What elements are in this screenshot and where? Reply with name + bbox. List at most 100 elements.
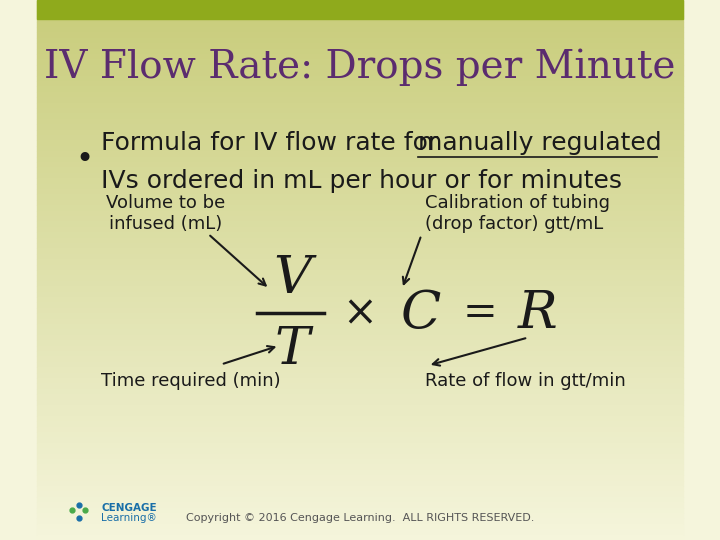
Text: Learning®: Learning® xyxy=(102,514,157,523)
Bar xyxy=(37,448,683,454)
Bar xyxy=(37,243,683,248)
Bar xyxy=(37,308,683,313)
Bar xyxy=(37,259,683,265)
Bar xyxy=(37,178,683,184)
Text: IV Flow Rate: Drops per Minute: IV Flow Rate: Drops per Minute xyxy=(44,49,676,86)
Bar xyxy=(37,22,683,27)
Text: IVs ordered in mL per hour or for minutes: IVs ordered in mL per hour or for minute… xyxy=(102,169,622,193)
Text: Time required (min): Time required (min) xyxy=(102,372,281,390)
Bar xyxy=(37,27,683,32)
Bar xyxy=(37,70,683,76)
Text: C: C xyxy=(401,288,441,339)
Bar xyxy=(37,211,683,216)
Bar xyxy=(37,167,683,173)
Bar xyxy=(37,416,683,421)
Bar xyxy=(37,124,683,130)
Bar xyxy=(37,464,683,470)
Bar xyxy=(37,184,683,189)
Bar xyxy=(37,297,683,302)
Bar xyxy=(37,486,683,491)
Bar xyxy=(37,335,683,340)
Bar xyxy=(37,254,683,259)
Bar xyxy=(37,319,683,324)
Bar xyxy=(37,491,683,497)
Text: •: • xyxy=(76,145,94,174)
Bar xyxy=(37,119,683,124)
Bar xyxy=(37,200,683,205)
Bar xyxy=(37,108,683,113)
Bar xyxy=(37,518,683,524)
Bar xyxy=(37,400,683,405)
Bar xyxy=(37,362,683,367)
Bar xyxy=(37,38,683,43)
Bar xyxy=(37,173,683,178)
Bar xyxy=(37,497,683,502)
Bar xyxy=(37,76,683,81)
Bar xyxy=(37,97,683,103)
Bar xyxy=(37,470,683,475)
Bar xyxy=(37,43,683,49)
Bar xyxy=(37,356,683,362)
Bar xyxy=(37,346,683,351)
Bar xyxy=(37,443,683,448)
Bar xyxy=(37,162,683,167)
Bar xyxy=(37,513,683,518)
Bar xyxy=(37,329,683,335)
Text: R: R xyxy=(518,288,558,339)
Bar xyxy=(37,535,683,540)
Bar xyxy=(37,313,683,319)
Bar xyxy=(37,340,683,346)
Bar xyxy=(37,81,683,86)
Bar xyxy=(37,524,683,529)
Bar xyxy=(37,286,683,292)
Bar xyxy=(37,113,683,119)
Bar xyxy=(37,65,683,70)
Bar xyxy=(37,378,683,383)
Bar xyxy=(37,248,683,254)
Bar xyxy=(37,281,683,286)
Bar xyxy=(37,194,683,200)
Bar xyxy=(37,103,683,108)
Bar xyxy=(37,86,683,92)
Text: Rate of flow in gtt/min: Rate of flow in gtt/min xyxy=(425,372,626,390)
Bar xyxy=(37,205,683,211)
Bar xyxy=(37,151,683,157)
Bar xyxy=(37,383,683,389)
Text: V: V xyxy=(273,253,311,303)
Bar xyxy=(37,59,683,65)
Bar xyxy=(37,135,683,140)
Bar xyxy=(37,459,683,464)
Bar xyxy=(37,54,683,59)
Bar xyxy=(37,265,683,270)
Bar xyxy=(37,0,683,19)
Bar xyxy=(37,189,683,194)
Bar xyxy=(37,216,683,221)
Text: Calibration of tubing
(drop factor) gtt/mL: Calibration of tubing (drop factor) gtt/… xyxy=(425,194,610,233)
Text: CENGAGE: CENGAGE xyxy=(102,503,157,512)
Bar xyxy=(37,130,683,135)
Text: T: T xyxy=(274,325,310,375)
Bar xyxy=(37,92,683,97)
Bar xyxy=(37,32,683,38)
Bar xyxy=(37,529,683,535)
Bar xyxy=(37,275,683,281)
Bar xyxy=(37,5,683,11)
Bar xyxy=(37,238,683,243)
Bar xyxy=(37,302,683,308)
Bar xyxy=(37,481,683,486)
Text: manually regulated: manually regulated xyxy=(418,131,662,155)
Bar xyxy=(37,324,683,329)
Text: =: = xyxy=(462,292,497,334)
Bar xyxy=(37,475,683,481)
Text: Copyright © 2016 Cengage Learning.  ALL RIGHTS RESERVED.: Copyright © 2016 Cengage Learning. ALL R… xyxy=(186,514,534,523)
Bar xyxy=(37,49,683,54)
Bar xyxy=(37,11,683,16)
Bar xyxy=(37,146,683,151)
Bar xyxy=(37,394,683,400)
Bar xyxy=(37,157,683,162)
Bar xyxy=(37,140,683,146)
Text: ×: × xyxy=(343,292,377,334)
Bar xyxy=(37,389,683,394)
Bar xyxy=(37,454,683,459)
Bar xyxy=(37,508,683,513)
